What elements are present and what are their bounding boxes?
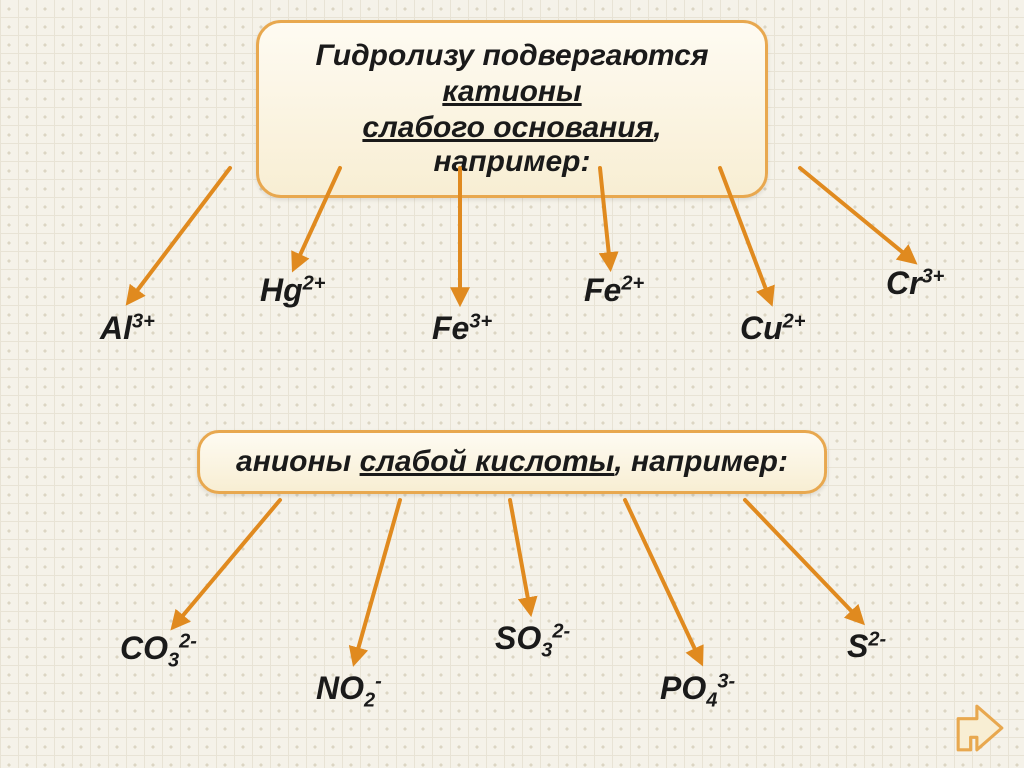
subtitle-prefix: анионы: [236, 445, 360, 478]
anion-0: CO32-: [120, 630, 197, 672]
cation-3: Fe2+: [584, 272, 644, 309]
anion-3: PO43-: [660, 670, 735, 712]
title-box: Гидролизу подвергаются катионы слабого о…: [256, 20, 768, 198]
diagram-content: Гидролизу подвергаются катионы слабого о…: [0, 0, 1024, 768]
title-line1: Гидролизу подвергаются: [307, 39, 717, 73]
cation-2: Fe3+: [432, 310, 492, 347]
cation-0: Al3+: [100, 310, 155, 347]
corner-arrow-icon: [954, 702, 1006, 754]
subtitle-suffix: , например:: [614, 445, 788, 478]
anion-2: SO32-: [495, 620, 570, 662]
cation-1: Hg2+: [260, 272, 325, 309]
anion-4: S2-: [847, 628, 886, 665]
title-line3-ul: слабого основания: [362, 111, 653, 144]
title-line3: слабого основания, например:: [307, 111, 717, 179]
title-line2: катионы: [307, 75, 717, 109]
cation-4: Cu2+: [740, 310, 805, 347]
cation-5: Cr3+: [886, 265, 944, 302]
anion-1: NO2-: [316, 670, 382, 712]
subtitle-box: анионы слабой кислоты, например:: [197, 430, 827, 494]
subtitle-underline: слабой кислоты: [360, 445, 615, 478]
